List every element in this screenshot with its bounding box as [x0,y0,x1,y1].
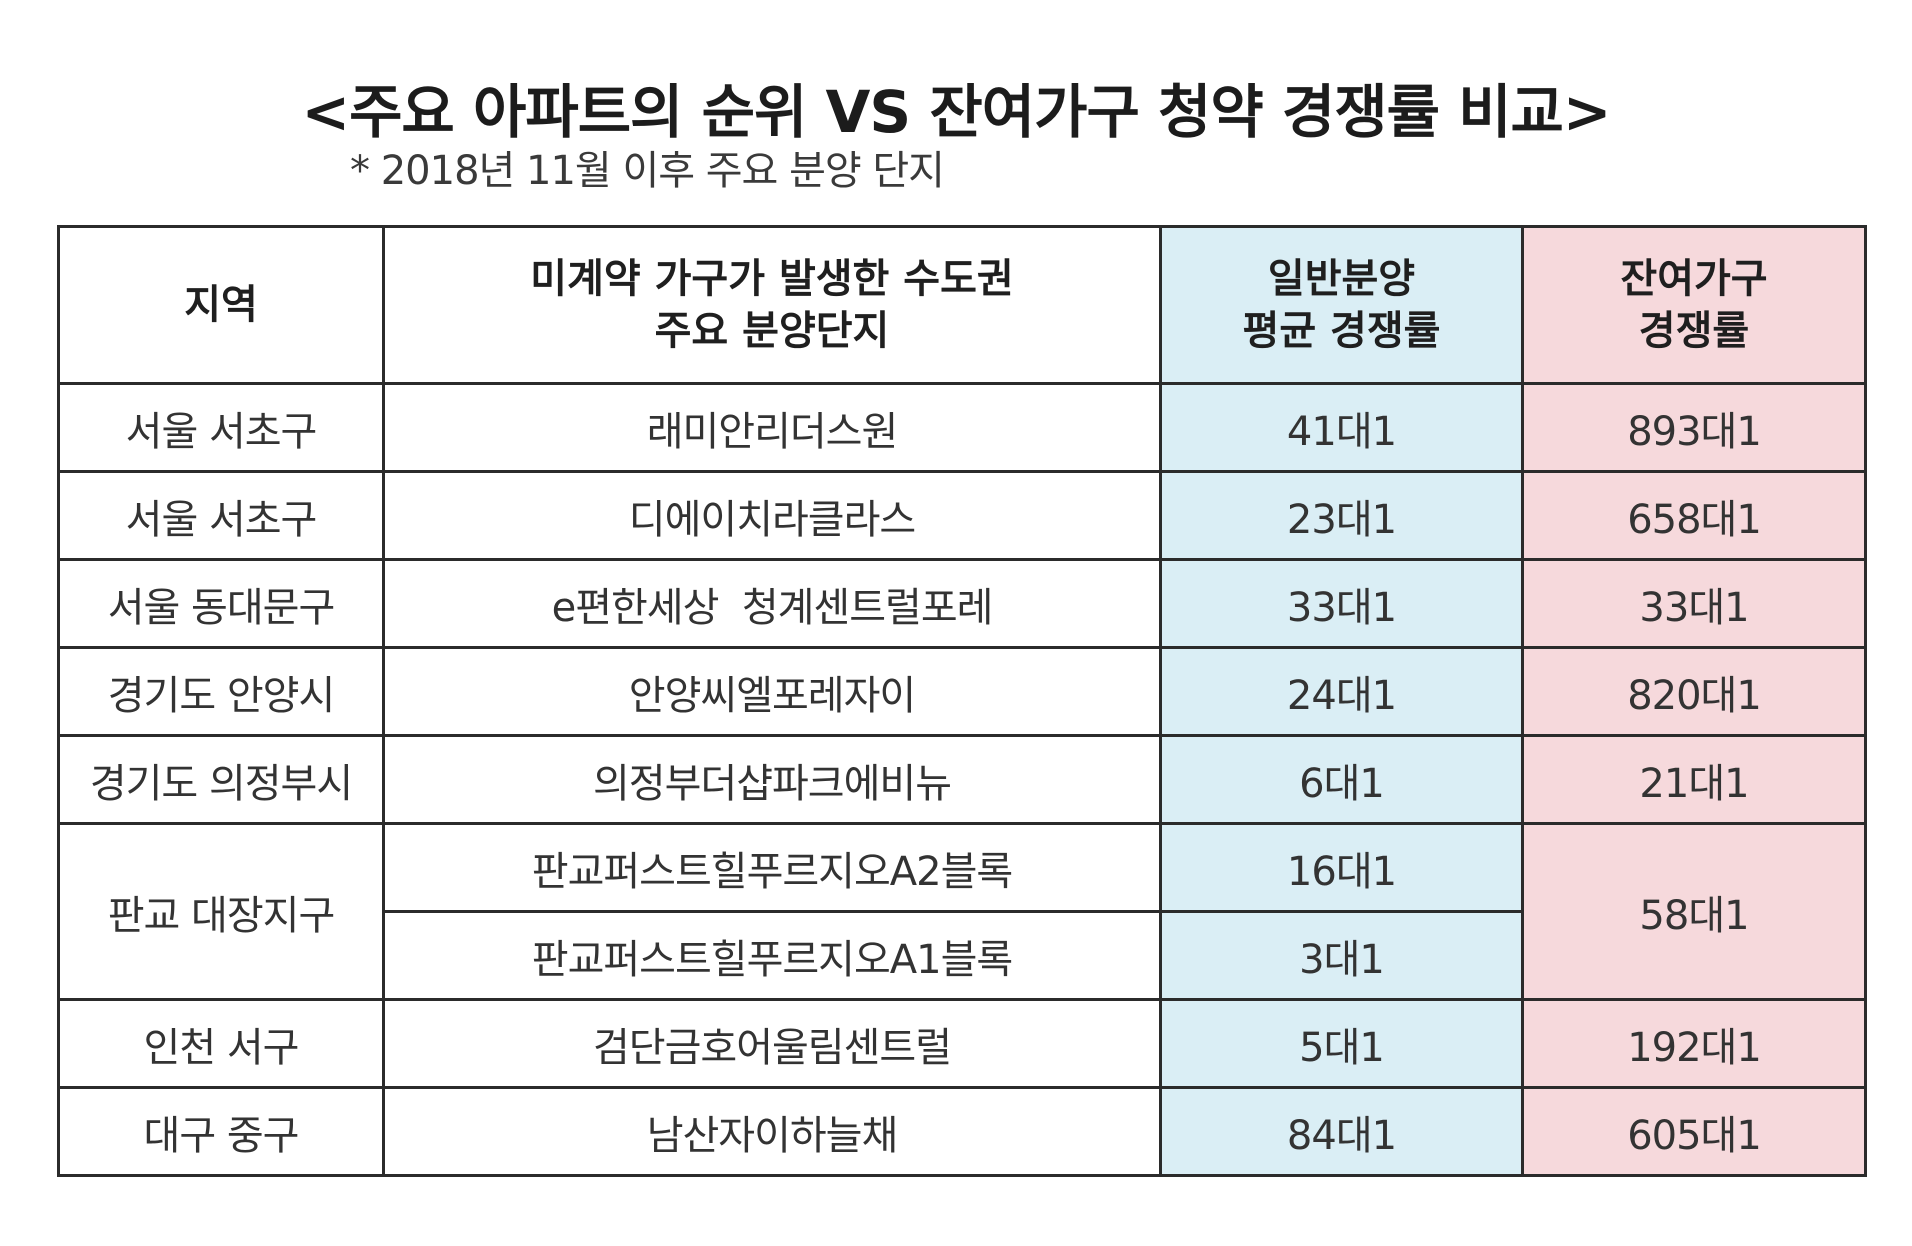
header-remaining-line2: 경쟁률 [1638,308,1750,354]
cell-general-rate: 23대1 [1159,470,1524,561]
table-row: 대구 중구 남산자이하늘채 84대1 605대1 [57,1086,1867,1177]
cell-remaining-rate: 893대1 [1521,382,1867,473]
cell-remaining-rate: 58대1 [1521,822,1867,1001]
page-subtitle: * 2018년 11월 이후 주요 분양 단지 [350,148,945,194]
table-row: 판교 대장지구 판교퍼스트힐푸르지오A2블록 16대1 58대1 [57,822,1867,1001]
header-complex-line2: 주요 분양단지 [654,308,890,354]
cell-remaining-rate: 658대1 [1521,470,1867,561]
cell-general-rate: 41대1 [1159,382,1524,473]
cell-region: 경기도 의정부시 [57,734,385,825]
cell-general-rate: 16대1 [1159,822,1524,913]
header-region: 지역 [57,225,385,385]
cell-general-rate: 84대1 [1159,1086,1524,1177]
cell-remaining-rate: 21대1 [1521,734,1867,825]
cell-complex: 의정부더샵파크에비뉴 [382,734,1162,825]
header-complex-line1: 미계약 가구가 발생한 수도권 [530,256,1014,302]
cell-region: 서울 동대문구 [57,558,385,649]
cell-complex: e편한세상 청계센트럴포레 [382,558,1162,649]
cell-complex: 판교퍼스트힐푸르지오A1블록 [382,910,1162,1001]
table-row: 서울 동대문구 e편한세상 청계센트럴포레 33대1 33대1 [57,558,1867,649]
cell-remaining-rate: 33대1 [1521,558,1867,649]
table-row: 판교퍼스트힐푸르지오A1블록 3대1 [59,910,1866,1001]
table-row: 경기도 의정부시 의정부더샵파크에비뉴 6대1 21대1 [57,734,1867,825]
cell-general-rate: 33대1 [1159,558,1524,649]
cell-complex: 디에이치라클라스 [382,470,1162,561]
cell-region: 서울 서초구 [57,470,385,561]
cell-remaining-rate: 820대1 [1521,646,1867,737]
cell-complex: 래미안리더스원 [382,382,1162,473]
header-remaining-rate: 잔여가구 경쟁률 [1521,225,1867,385]
cell-region: 경기도 안양시 [57,646,385,737]
cell-region: 판교 대장지구 [57,822,385,1001]
cell-remaining-rate: 192대1 [1521,998,1867,1089]
cell-general-rate: 3대1 [1159,910,1524,1001]
cell-general-rate: 24대1 [1159,646,1524,737]
table-header-row: 지역 미계약 가구가 발생한 수도권 주요 분양단지 일반분양 평균 경쟁률 잔… [57,225,1867,385]
cell-general-rate: 5대1 [1159,998,1524,1089]
cell-remaining-rate: 605대1 [1521,1086,1867,1177]
header-general-line2: 평균 경쟁률 [1242,308,1441,354]
cell-complex: 남산자이하늘채 [382,1086,1162,1177]
header-general-line1: 일반분양 [1267,256,1416,302]
cell-general-rate: 6대1 [1159,734,1524,825]
cell-complex: 검단금호어울림센트럴 [382,998,1162,1089]
table-row: 서울 서초구 래미안리더스원 41대1 893대1 [57,382,1867,473]
table-row: 인천 서구 검단금호어울림센트럴 5대1 192대1 [57,998,1867,1089]
table-row: 서울 서초구 디에이치라클라스 23대1 658대1 [57,470,1867,561]
table-row: 경기도 안양시 안양씨엘포레자이 24대1 820대1 [57,646,1867,737]
comparison-table: 지역 미계약 가구가 발생한 수도권 주요 분양단지 일반분양 평균 경쟁률 잔… [57,225,1867,1177]
header-complex: 미계약 가구가 발생한 수도권 주요 분양단지 [382,225,1162,385]
cell-region: 대구 중구 [57,1086,385,1177]
header-general-rate: 일반분양 평균 경쟁률 [1159,225,1524,385]
header-remaining-line1: 잔여가구 [1620,256,1768,302]
cell-complex: 안양씨엘포레자이 [382,646,1162,737]
cell-region: 인천 서구 [57,998,385,1089]
page-title: <주요 아파트의 순위 VS 잔여가구 청약 경쟁률 비교> [301,78,1611,146]
header-region-label: 지역 [184,282,258,328]
cell-region: 서울 서초구 [57,382,385,473]
cell-complex: 판교퍼스트힐푸르지오A2블록 [382,822,1162,913]
